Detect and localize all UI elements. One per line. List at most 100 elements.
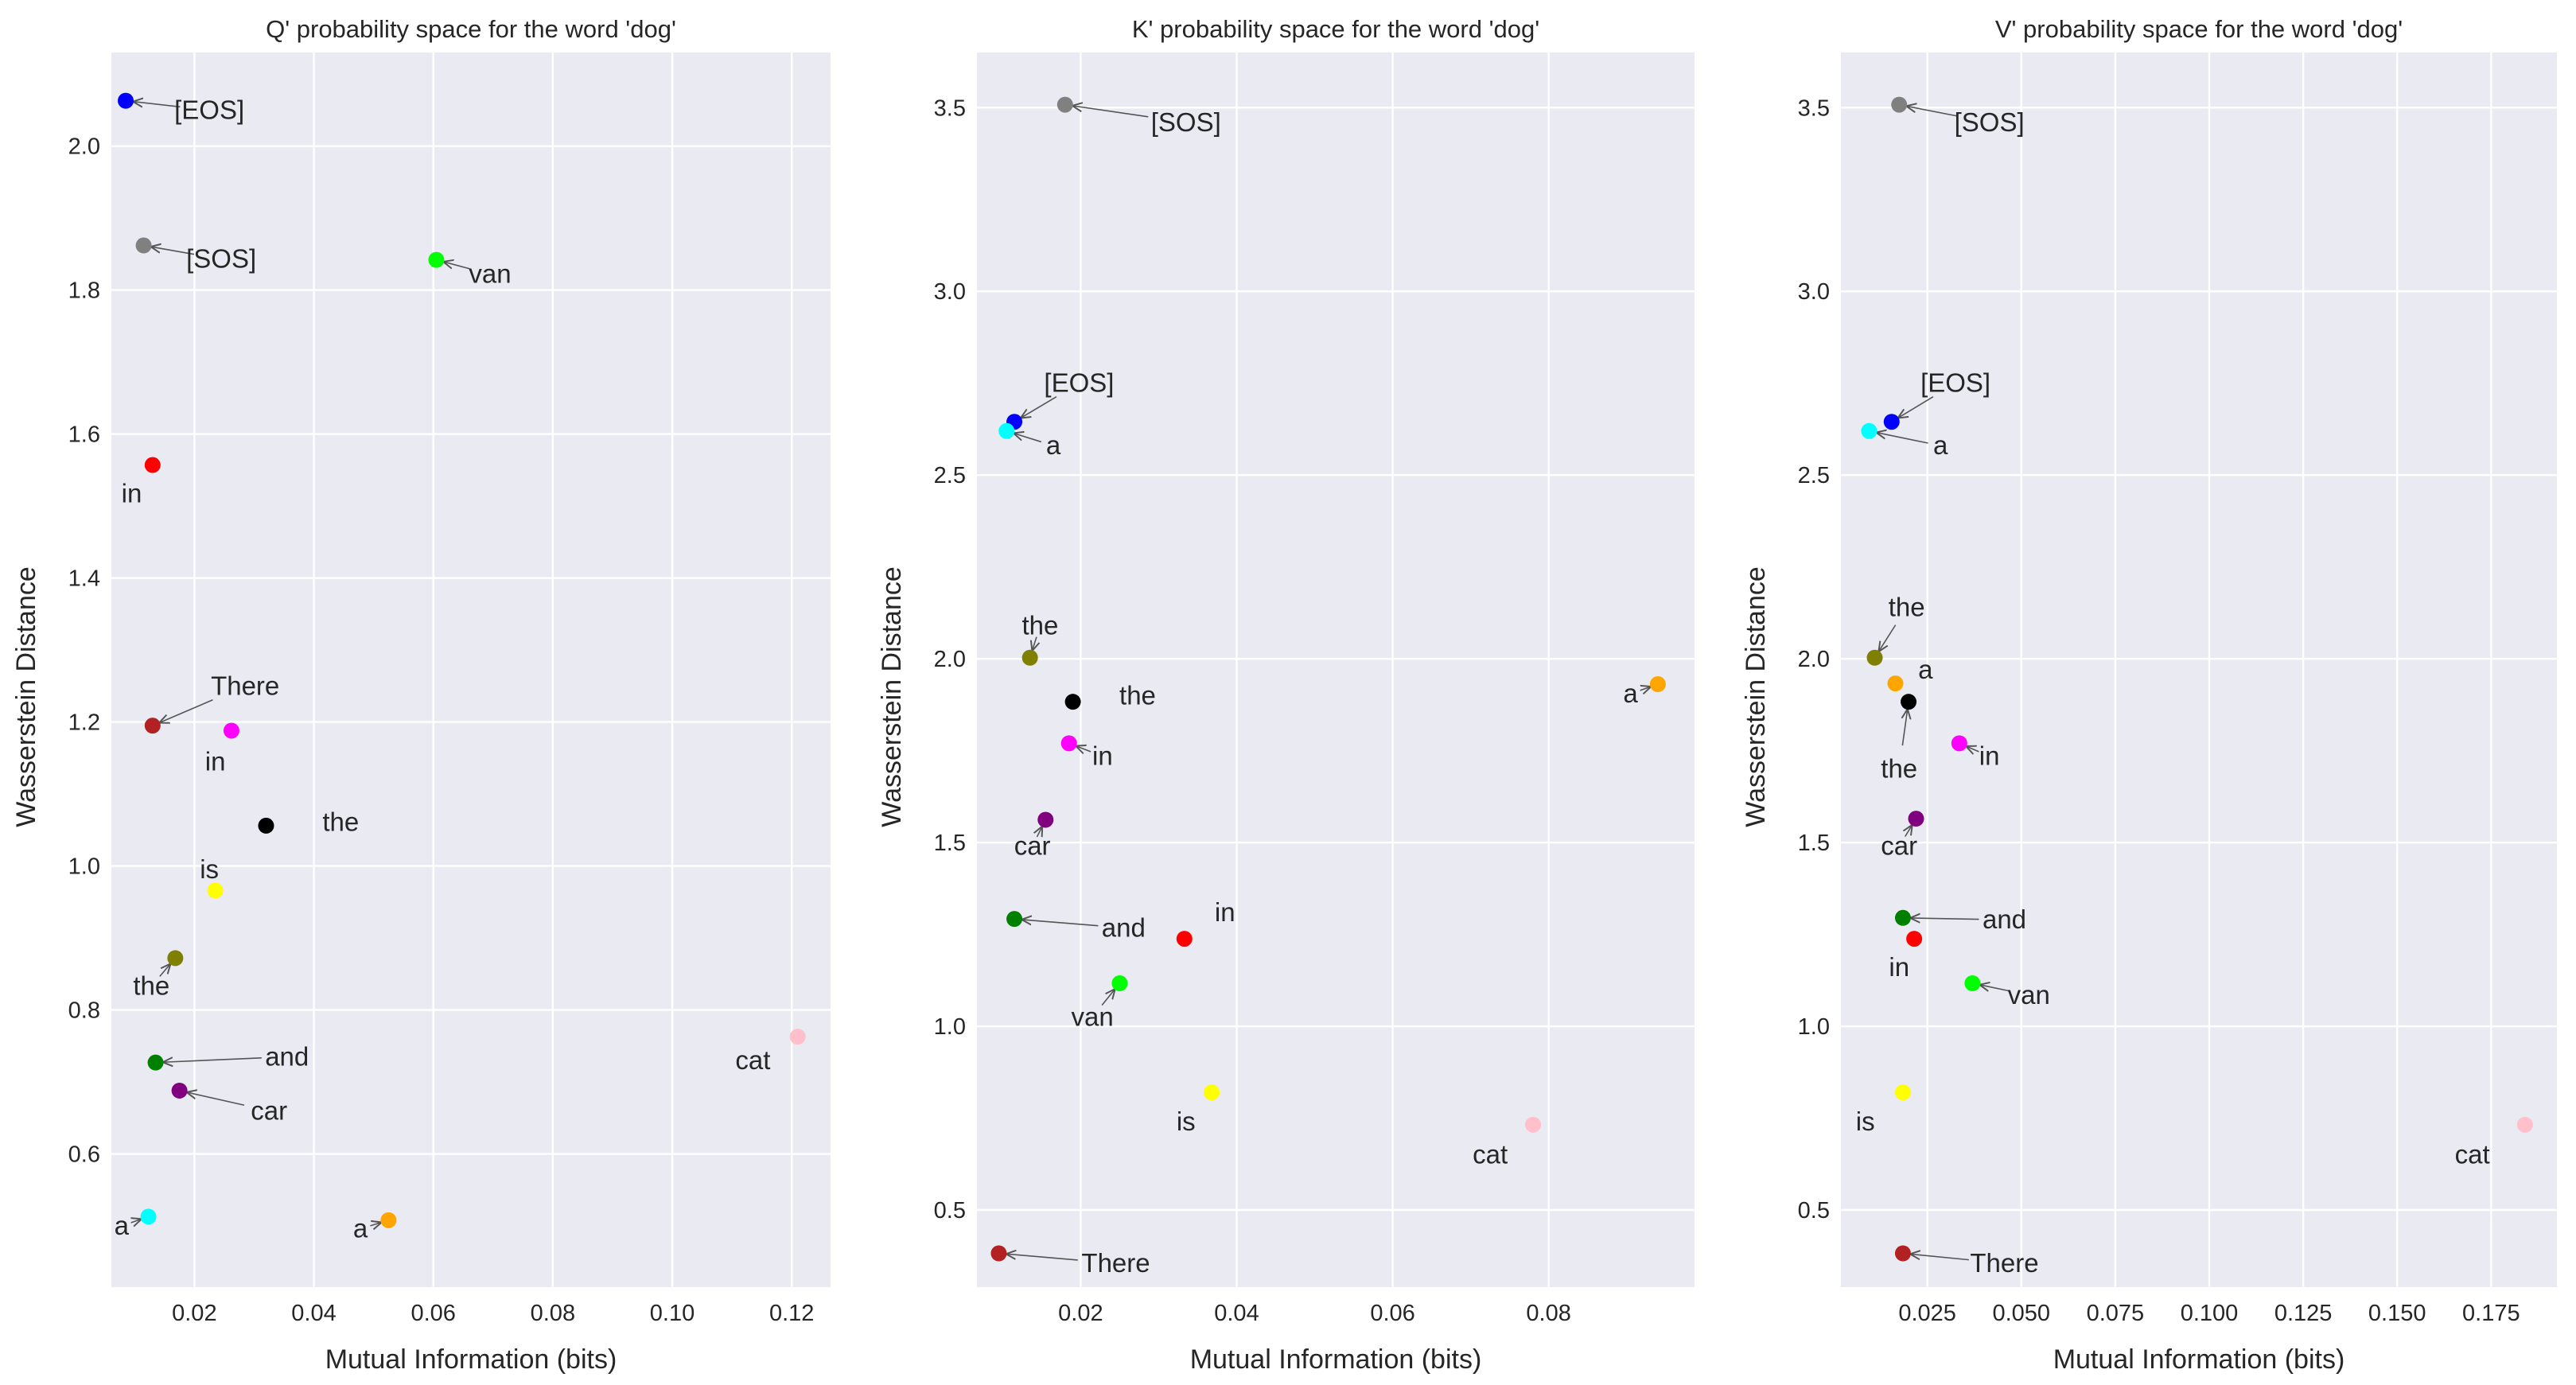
v-point-label: van [2008, 980, 2050, 1010]
k-annotation-arrow [1072, 106, 1149, 118]
q-panel-xlabel: Mutual Information (bits) [325, 1344, 617, 1375]
v-data-point [1891, 96, 1908, 113]
k-x-tick-label: 0.04 [1214, 1301, 1259, 1326]
k-y-tick-label: 1.0 [934, 1014, 966, 1040]
q-data-point [223, 722, 239, 739]
v-y-tick-label: 3.0 [1798, 279, 1830, 305]
v-x-tick-label: 0.175 [2462, 1301, 2520, 1326]
q-data-point [140, 1208, 157, 1225]
k-y-tick-label: 2.0 [934, 647, 966, 672]
v-data-point [1894, 1084, 1911, 1101]
v-data-point [1901, 694, 1917, 710]
v-annotation-arrow [1966, 746, 1979, 752]
v-x-tick-label: 0.050 [1992, 1301, 2050, 1326]
v-panel-xlabel: Mutual Information (bits) [2053, 1344, 2345, 1375]
k-annotation-arrow [1032, 636, 1037, 652]
k-data-point [1525, 1116, 1542, 1133]
q-annotation-arrow [163, 1058, 262, 1062]
k-point-label: cat [1473, 1140, 1508, 1169]
v-data-point [1908, 811, 1924, 827]
k-point-label: is [1177, 1107, 1196, 1136]
v-y-tick-label: 3.5 [1798, 95, 1830, 121]
k-point-label: and [1102, 912, 1146, 942]
v-x-tick-label: 0.025 [1898, 1301, 1956, 1326]
q-point-label: car [251, 1095, 287, 1125]
k-point-label: car [1014, 831, 1051, 861]
q-annotation-arrow [131, 1219, 142, 1223]
v-panel: V' probability space for the word 'dog' … [1741, 15, 2557, 1375]
q-point-label: the [322, 807, 359, 836]
v-data-point [1861, 422, 1878, 439]
q-point-label: There [211, 671, 279, 700]
v-annotation-arrow [1897, 396, 1934, 418]
v-point-label: [EOS] [1920, 368, 1990, 398]
q-data-point [428, 251, 445, 268]
v-point-label: in [1979, 741, 2000, 771]
k-data-point [1064, 694, 1081, 710]
q-data-point [147, 1054, 164, 1071]
v-data-point [1951, 735, 1967, 752]
v-annotation-arrow [1876, 433, 1928, 444]
v-point-label: in [1889, 952, 1909, 982]
q-point-label: [SOS] [186, 244, 256, 274]
k-data-point [1204, 1084, 1220, 1101]
k-y-tick-label: 1.5 [934, 831, 966, 856]
k-point-label: in [1092, 741, 1113, 771]
v-point-label: a [1933, 430, 1948, 460]
v-annotation-arrow [1906, 106, 1959, 117]
q-y-tick-label: 1.4 [68, 566, 100, 592]
q-panel-title: Q' probability space for the word 'dog' [266, 15, 676, 43]
q-point-label: in [122, 479, 142, 508]
v-annotation-arrow [1902, 709, 1907, 746]
k-point-label: in [1215, 897, 1235, 927]
v-annotation-arrow [1910, 918, 1979, 920]
v-data-point [1887, 675, 1904, 692]
q-data-point [789, 1029, 806, 1045]
q-plot-area [111, 53, 831, 1287]
v-point-label: the [1889, 592, 1925, 621]
v-point-label: There [1970, 1248, 2038, 1278]
k-point-label: There [1081, 1248, 1150, 1278]
k-y-tick-label: 2.5 [934, 463, 966, 488]
v-x-tick-label: 0.125 [2274, 1301, 2333, 1326]
q-panel: Q' probability space for the word 'dog' … [11, 15, 831, 1375]
v-data-point [1894, 1245, 1911, 1262]
k-point-label: the [1021, 611, 1058, 640]
v-data-point [1894, 909, 1911, 926]
v-y-tick-label: 0.5 [1798, 1198, 1830, 1224]
q-data-point [207, 882, 224, 899]
q-y-tick-label: 1.2 [68, 710, 100, 736]
k-annotation-arrow [1640, 687, 1652, 691]
k-annotation-arrow [1021, 920, 1099, 927]
v-data-point [1883, 414, 1900, 430]
q-point-label: in [205, 746, 226, 776]
k-data-point [1056, 96, 1073, 113]
v-data-point [1964, 975, 1981, 992]
k-data-point [1176, 931, 1193, 947]
k-x-tick-label: 0.06 [1370, 1301, 1414, 1326]
k-plot-area [977, 53, 1695, 1287]
v-point-label: car [1881, 831, 1917, 861]
k-point-label: [EOS] [1044, 368, 1114, 398]
v-point-label: the [1881, 754, 1917, 784]
q-annotation-arrow [186, 1092, 245, 1107]
q-point-label: a [353, 1214, 368, 1243]
v-point-label: is [1856, 1107, 1875, 1136]
k-point-label: a [1046, 430, 1061, 460]
k-data-point [1037, 811, 1054, 828]
q-data-point [144, 457, 161, 473]
q-x-tick-label: 0.10 [650, 1301, 695, 1326]
v-panel-title: V' probability space for the word 'dog' [1995, 15, 2403, 43]
v-y-tick-label: 2.5 [1798, 463, 1830, 488]
v-data-point [1866, 649, 1883, 666]
v-x-tick-label: 0.150 [2368, 1301, 2426, 1326]
q-x-tick-label: 0.08 [531, 1301, 575, 1326]
v-annotation-arrow [1979, 985, 2010, 991]
k-x-tick-label: 0.02 [1058, 1301, 1103, 1326]
q-y-tick-label: 1.8 [68, 278, 100, 304]
k-point-label: the [1119, 680, 1156, 710]
v-plot-area [1841, 53, 2557, 1287]
v-data-point [1906, 931, 1923, 947]
q-annotation-arrow [133, 102, 181, 107]
